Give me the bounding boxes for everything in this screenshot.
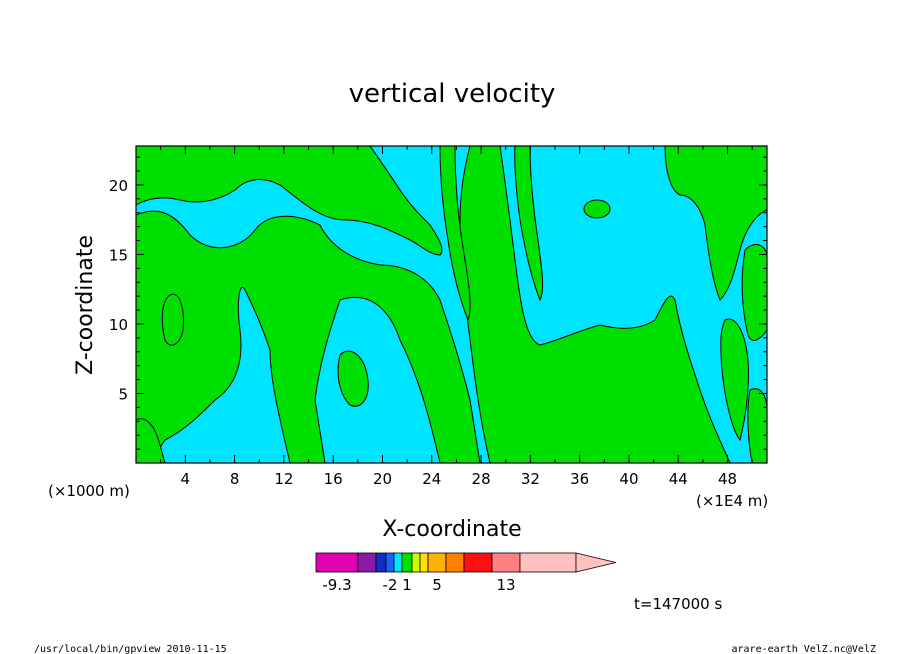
- colorbar-segment: [385, 552, 395, 573]
- colorbar-segment: [519, 552, 577, 573]
- x-axis-ticks: 4 8 12 16 20 24 28 32 36 40 44 48: [160, 146, 753, 488]
- positive-region: [514, 145, 544, 302]
- x-tick-label: 40: [619, 470, 638, 488]
- footer-left: /usr/local/bin/gpview 2010-11-15: [34, 644, 227, 654]
- y-tick-label: 20: [109, 177, 128, 195]
- positive-velocity-regions: [135, 145, 768, 464]
- colorbar-segment: [315, 552, 359, 573]
- x-unit-right: (×1E4 m): [696, 492, 768, 510]
- y-axis-ticks: 5 10 15 20: [109, 156, 767, 450]
- positive-region: [135, 145, 443, 256]
- colorbar-segment: [401, 552, 413, 573]
- positive-region: [135, 418, 166, 464]
- x-tick-label: 36: [570, 470, 589, 488]
- colorbar-label: 5: [432, 576, 442, 594]
- colorbar-segment: [463, 552, 493, 573]
- positive-region: [664, 145, 768, 301]
- colorbar: [315, 552, 617, 573]
- footer-right: arare-earth_VelZ.nc@VelZ: [732, 644, 877, 654]
- x-tick-label: 8: [230, 470, 240, 488]
- colorbar-segment: [491, 552, 521, 573]
- positive-region: [720, 318, 749, 442]
- colorbar-segment: [427, 552, 447, 573]
- time-label: t=147000 s: [634, 595, 722, 613]
- colorbar-segment: [393, 552, 403, 573]
- colorbar-segment: [375, 552, 387, 573]
- x-unit-left: (×1000 m): [48, 482, 130, 500]
- colorbar-segment: [419, 552, 429, 573]
- colorbar-label: -9.3: [322, 576, 351, 594]
- positive-region: [135, 210, 481, 464]
- positive-region: [161, 293, 184, 346]
- colorbar-segment: [445, 552, 465, 573]
- x-axis-label: X-coordinate: [382, 517, 521, 542]
- x-tick-label: 16: [324, 470, 343, 488]
- colorbar-label: -2: [383, 576, 398, 594]
- chart-title: vertical velocity: [349, 79, 556, 109]
- x-tick-label: 48: [718, 470, 737, 488]
- colorbar-label: 13: [496, 576, 515, 594]
- y-axis-label: Z-coordinate: [73, 235, 98, 375]
- x-tick-label: 12: [274, 470, 293, 488]
- colorbar-label: 1: [402, 576, 412, 594]
- positive-region: [583, 199, 611, 219]
- y-tick-label: 10: [109, 316, 128, 334]
- x-tick-label: 24: [422, 470, 441, 488]
- x-tick-label: 4: [181, 470, 191, 488]
- y-tick-label: 15: [109, 246, 128, 264]
- plot-frame: [135, 145, 768, 464]
- positive-region: [439, 145, 471, 322]
- x-tick-label: 20: [373, 470, 392, 488]
- colorbar-segment: [357, 552, 377, 573]
- x-tick-label: 28: [472, 470, 491, 488]
- x-tick-label: 44: [669, 470, 688, 488]
- y-tick-label: 5: [118, 385, 128, 403]
- x-tick-label: 32: [521, 470, 540, 488]
- positive-region: [337, 350, 369, 407]
- positive-region: [747, 388, 768, 464]
- colorbar-arrow: [575, 552, 617, 573]
- positive-region: [741, 244, 768, 341]
- colorbar-segment: [411, 552, 421, 573]
- colorbar-labels: -9.3 -2 1 5 13: [322, 576, 515, 594]
